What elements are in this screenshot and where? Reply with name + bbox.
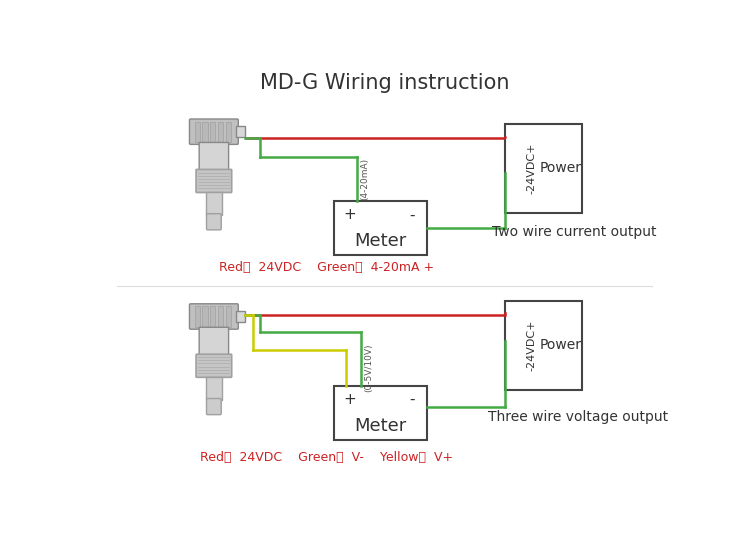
FancyBboxPatch shape bbox=[190, 119, 238, 145]
Text: Three wire voltage output: Three wire voltage output bbox=[488, 410, 668, 423]
Bar bbox=[194, 121, 200, 142]
Bar bbox=[505, 124, 582, 213]
Bar bbox=[202, 121, 208, 142]
Text: Power: Power bbox=[539, 161, 581, 176]
Text: +: + bbox=[343, 392, 355, 407]
FancyBboxPatch shape bbox=[206, 214, 221, 230]
Bar bbox=[194, 306, 200, 326]
FancyBboxPatch shape bbox=[190, 304, 238, 329]
Bar bbox=[206, 192, 222, 215]
Bar bbox=[505, 301, 582, 390]
Text: Red：  24VDC    Green：  V-    Yellow：  V+: Red： 24VDC Green： V- Yellow： V+ bbox=[200, 451, 453, 464]
FancyBboxPatch shape bbox=[200, 327, 229, 355]
Text: Two wire current output: Two wire current output bbox=[492, 225, 656, 239]
Bar bbox=[334, 386, 427, 440]
Text: Red：  24VDC    Green：  4-20mA +: Red： 24VDC Green： 4-20mA + bbox=[219, 262, 434, 274]
Text: (0-5V/10V): (0-5V/10V) bbox=[364, 343, 374, 392]
Bar bbox=[210, 306, 215, 326]
Text: -: - bbox=[409, 208, 414, 222]
Bar bbox=[206, 376, 222, 400]
Text: Meter: Meter bbox=[354, 232, 407, 250]
Text: -24VDC+: -24VDC+ bbox=[526, 142, 537, 194]
Bar bbox=[217, 306, 223, 326]
Bar bbox=[226, 306, 231, 326]
Bar bbox=[217, 121, 223, 142]
Bar bbox=[236, 126, 244, 137]
FancyBboxPatch shape bbox=[206, 399, 221, 415]
Bar bbox=[226, 121, 231, 142]
FancyBboxPatch shape bbox=[196, 354, 232, 378]
Bar bbox=[334, 201, 427, 255]
Text: MD-G Wiring instruction: MD-G Wiring instruction bbox=[260, 73, 509, 93]
Text: +: + bbox=[343, 208, 355, 222]
Text: Power: Power bbox=[539, 338, 581, 352]
Text: -: - bbox=[409, 392, 414, 407]
Bar bbox=[210, 121, 215, 142]
Bar bbox=[202, 306, 208, 326]
Text: -24VDC+: -24VDC+ bbox=[526, 320, 537, 371]
FancyBboxPatch shape bbox=[196, 169, 232, 193]
Text: (4-20mA): (4-20mA) bbox=[360, 158, 369, 200]
Bar bbox=[236, 311, 244, 322]
Text: Meter: Meter bbox=[354, 417, 407, 435]
FancyBboxPatch shape bbox=[200, 142, 229, 171]
